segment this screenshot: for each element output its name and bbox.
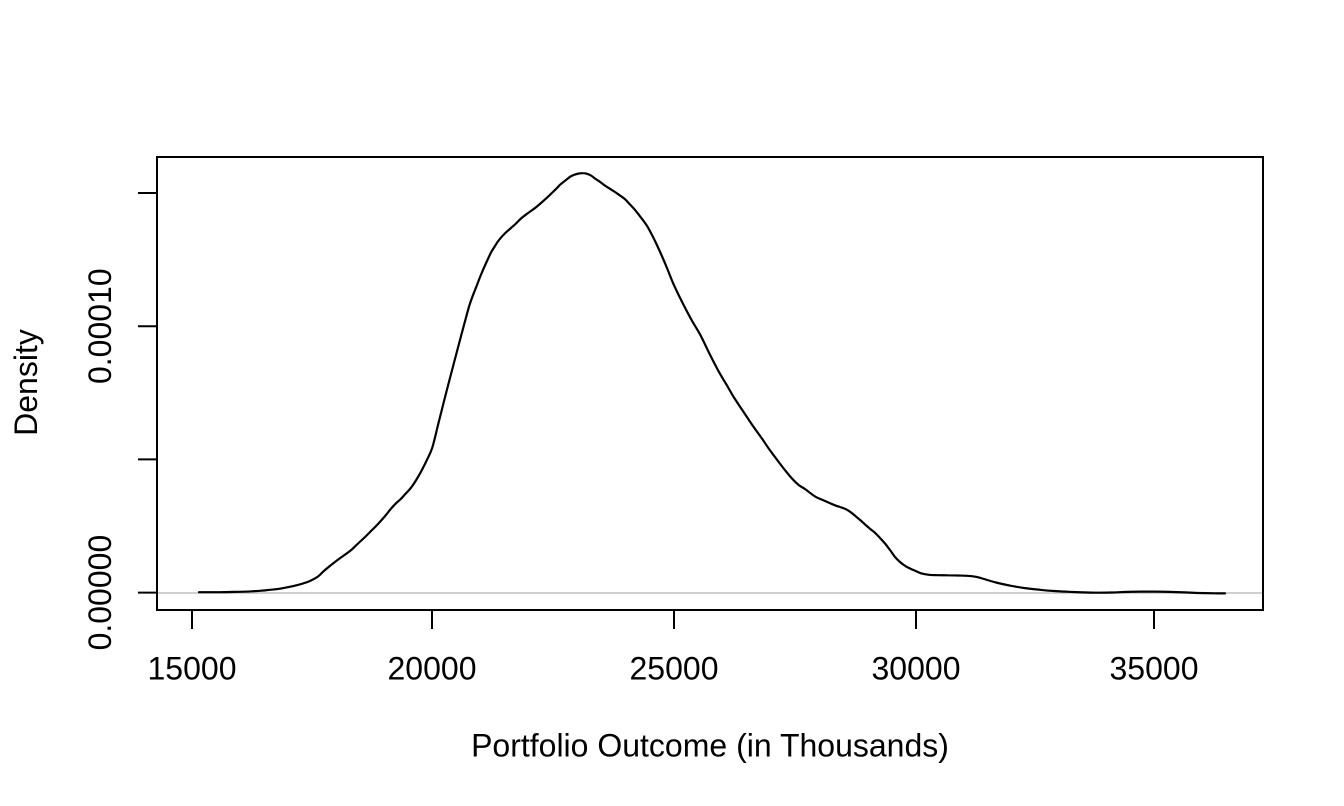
svg-text:30000: 30000 xyxy=(872,651,961,687)
svg-text:35000: 35000 xyxy=(1110,651,1199,687)
svg-text:0.00010: 0.00010 xyxy=(82,268,118,384)
svg-text:25000: 25000 xyxy=(630,651,719,687)
svg-text:Portfolio Outcome (in Thousand: Portfolio Outcome (in Thousands) xyxy=(471,728,949,764)
svg-text:15000: 15000 xyxy=(148,651,237,687)
svg-text:20000: 20000 xyxy=(388,651,477,687)
svg-text:Density: Density xyxy=(8,329,44,436)
svg-text:0.00000: 0.00000 xyxy=(82,535,118,651)
